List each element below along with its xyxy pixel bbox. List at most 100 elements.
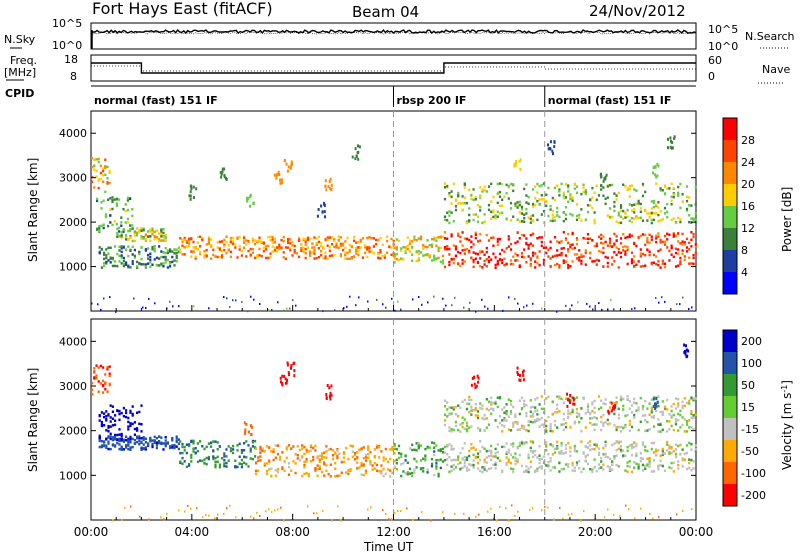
echo-cell [472,218,475,222]
echo-cell [312,458,315,462]
echo-cell [677,185,680,189]
echo-cell [415,466,418,469]
echo-cell [125,263,128,266]
echo-cell [639,456,642,460]
noise-cell [607,308,609,311]
echo-cell [494,266,497,269]
echo-cell [657,260,660,263]
echo-cell [549,423,552,426]
echo-cell [106,181,109,184]
echo-patch-cell [279,178,281,182]
echo-cell [307,450,310,453]
echo-cell [433,256,436,259]
echo-cell [637,428,640,432]
echo-cell [263,450,266,453]
echo-cell [580,470,583,474]
echo-cell [556,206,559,210]
echo-cell [509,259,513,262]
echo-cell [553,236,557,239]
echo-cell [688,256,691,259]
echo-patch-cell [286,378,288,382]
y-tick-label: 1000 [59,261,87,274]
echo-cell [171,250,174,253]
echo-cell [611,463,614,467]
echo-cell [366,236,369,240]
echo-cell [300,246,303,250]
echo-cell [630,209,634,213]
echo-cell [287,241,290,245]
echo-patch-cell [248,430,250,434]
echo-patch-cell [655,403,658,407]
echo-cell [179,440,182,443]
echo-cell [525,441,528,444]
echo-cell [131,208,134,211]
echo-cell [108,383,111,387]
echo-cell [562,401,565,405]
echo-cell [285,448,288,451]
echo-cell [336,454,339,458]
echo-cell [142,228,145,232]
echo-cell [648,460,651,463]
echo-cell [562,261,565,265]
echo-cell [437,458,440,462]
noise-cell [559,506,561,509]
echo-cell [100,224,103,228]
noise-cell [367,508,369,511]
echo-cell [586,462,590,466]
echo-cell [571,196,574,199]
echo-cell [619,448,623,452]
echo-patch-cell [326,384,329,387]
echo-cell [391,471,394,475]
echo-cell [320,241,323,245]
echo-cell [126,199,129,202]
echo-cell [512,425,515,428]
echo-cell [393,447,396,451]
echo-cell [479,186,482,189]
echo-cell [158,232,161,235]
noise-cell [205,514,207,516]
echo-cell [672,235,675,238]
echo-patch-cell [670,139,672,143]
echo-cell [688,461,691,465]
echo-cell [641,457,645,461]
echo-cell [498,459,502,462]
echo-cell [644,190,647,194]
echo-cell [661,447,664,451]
echo-cell [571,199,574,202]
echo-cell [441,447,445,451]
echo-cell [339,236,342,239]
echo-cell [666,420,669,423]
echo-cell [107,442,110,445]
echo-cell [309,250,312,253]
echo-cell [179,251,182,254]
echo-cell [498,421,502,425]
echo-cell [173,259,176,262]
echo-cell [223,245,226,248]
echo-cell [485,190,488,193]
echo-cell [105,254,108,257]
echo-cell [348,244,351,247]
echo-cell [91,157,94,160]
echo-cell [615,246,618,249]
echo-cell [304,256,307,260]
noise-cell [508,519,510,522]
echo-cell [443,419,447,422]
echo-cell [301,455,304,458]
echo-cell [181,456,184,460]
echo-patch-cell [671,141,674,144]
echo-cell [494,467,497,470]
echo-cell [383,256,386,259]
echo-patch-cell [277,170,280,174]
echo-cell [690,396,693,399]
echo-cell [595,445,598,448]
echo-cell [595,258,598,262]
echo-cell [104,173,107,176]
noise-cell [658,301,660,304]
echo-cell [122,256,125,260]
echo-cell [509,248,513,251]
echo-cell [199,245,202,248]
echo-cell [114,423,117,427]
echo-cell [652,470,656,473]
echo-cell [450,195,453,199]
